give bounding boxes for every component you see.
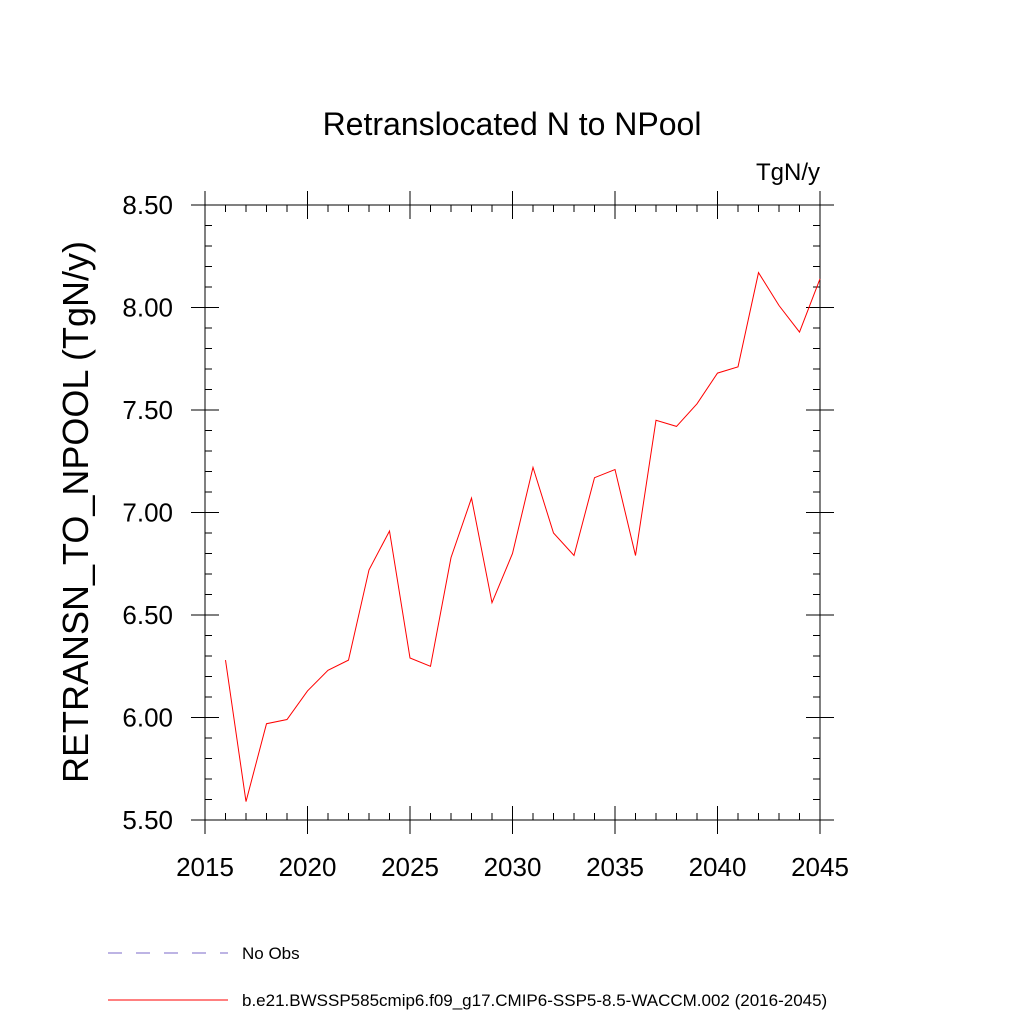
legend: No Obs b.e21.BWSSP585cmip6.f09_g17.CMIP6-… <box>108 944 827 1010</box>
x-axis-tick-labels: 2015 2020 2025 2030 2035 2040 2045 <box>176 852 849 882</box>
x-tick-label: 2045 <box>791 852 849 882</box>
legend-label: b.e21.BWSSP585cmip6.f09_g17.CMIP6-SSP5-8… <box>242 991 827 1010</box>
x-tick-label: 2015 <box>176 852 234 882</box>
y-tick-label: 7.50 <box>122 395 173 425</box>
y-tick-label: 5.50 <box>122 805 173 835</box>
series-line-1 <box>225 271 821 802</box>
plot-frame <box>204 204 821 821</box>
x-axis-ticks <box>204 191 821 834</box>
y-tick-label: 7.00 <box>122 498 173 528</box>
x-tick-label: 2040 <box>689 852 747 882</box>
x-tick-label: 2020 <box>279 852 337 882</box>
y-tick-label: 8.00 <box>122 293 173 323</box>
x-tick-label: 2030 <box>484 852 542 882</box>
y-tick-label: 6.00 <box>122 703 173 733</box>
series-layer <box>225 271 821 802</box>
y-axis-ticks <box>191 204 834 821</box>
y-tick-label: 8.50 <box>122 190 173 220</box>
y-tick-label: 6.50 <box>122 600 173 630</box>
x-tick-label: 2025 <box>381 852 439 882</box>
units-label: TgN/y <box>756 159 820 186</box>
y-axis-tick-labels: 5.50 6.00 6.50 7.00 7.50 8.00 8.50 <box>122 190 173 835</box>
y-axis-label: RETRANSN_TO_NPOOL (TgN/y) <box>55 241 96 783</box>
legend-label: No Obs <box>242 944 300 963</box>
chart-title: Retranslocated N to NPool <box>323 106 702 142</box>
x-tick-label: 2035 <box>586 852 644 882</box>
